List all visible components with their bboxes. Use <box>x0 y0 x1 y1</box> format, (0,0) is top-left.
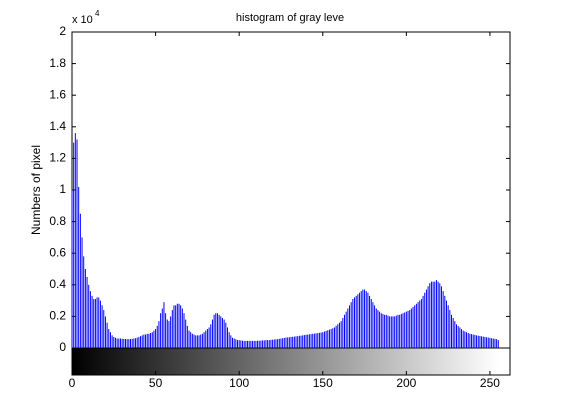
x-tick-label: 150 <box>313 376 333 390</box>
y-tick-label: 1.8 <box>49 56 66 70</box>
y-multiplier: x 10 <box>72 14 93 26</box>
x-tick-label: 0 <box>69 376 76 390</box>
y-axis-label: Numbers of pixel <box>29 145 43 235</box>
y-tick-label: 0.6 <box>49 245 66 259</box>
y-tick-label: 0.4 <box>49 277 66 291</box>
x-tick-label: 50 <box>149 376 163 390</box>
y-tick-label: 1.4 <box>49 119 66 133</box>
y-tick-label: 1 <box>59 182 66 196</box>
chart-title: histogram of gray leve <box>236 12 344 24</box>
y-multiplier-exponent: 4 <box>95 9 100 18</box>
y-tick-label: 0.8 <box>49 214 66 228</box>
y-tick-label: 0.2 <box>49 309 66 323</box>
y-tick-label: 0 <box>59 340 66 354</box>
y-tick-label: 1.2 <box>49 151 66 165</box>
y-tick-label: 1.6 <box>49 87 66 101</box>
x-tick-label: 250 <box>480 376 500 390</box>
y-tick-label: 2 <box>59 24 66 38</box>
x-tick-label: 100 <box>229 376 249 390</box>
gray-colorbar <box>72 348 499 375</box>
x-tick-label: 200 <box>396 376 416 390</box>
